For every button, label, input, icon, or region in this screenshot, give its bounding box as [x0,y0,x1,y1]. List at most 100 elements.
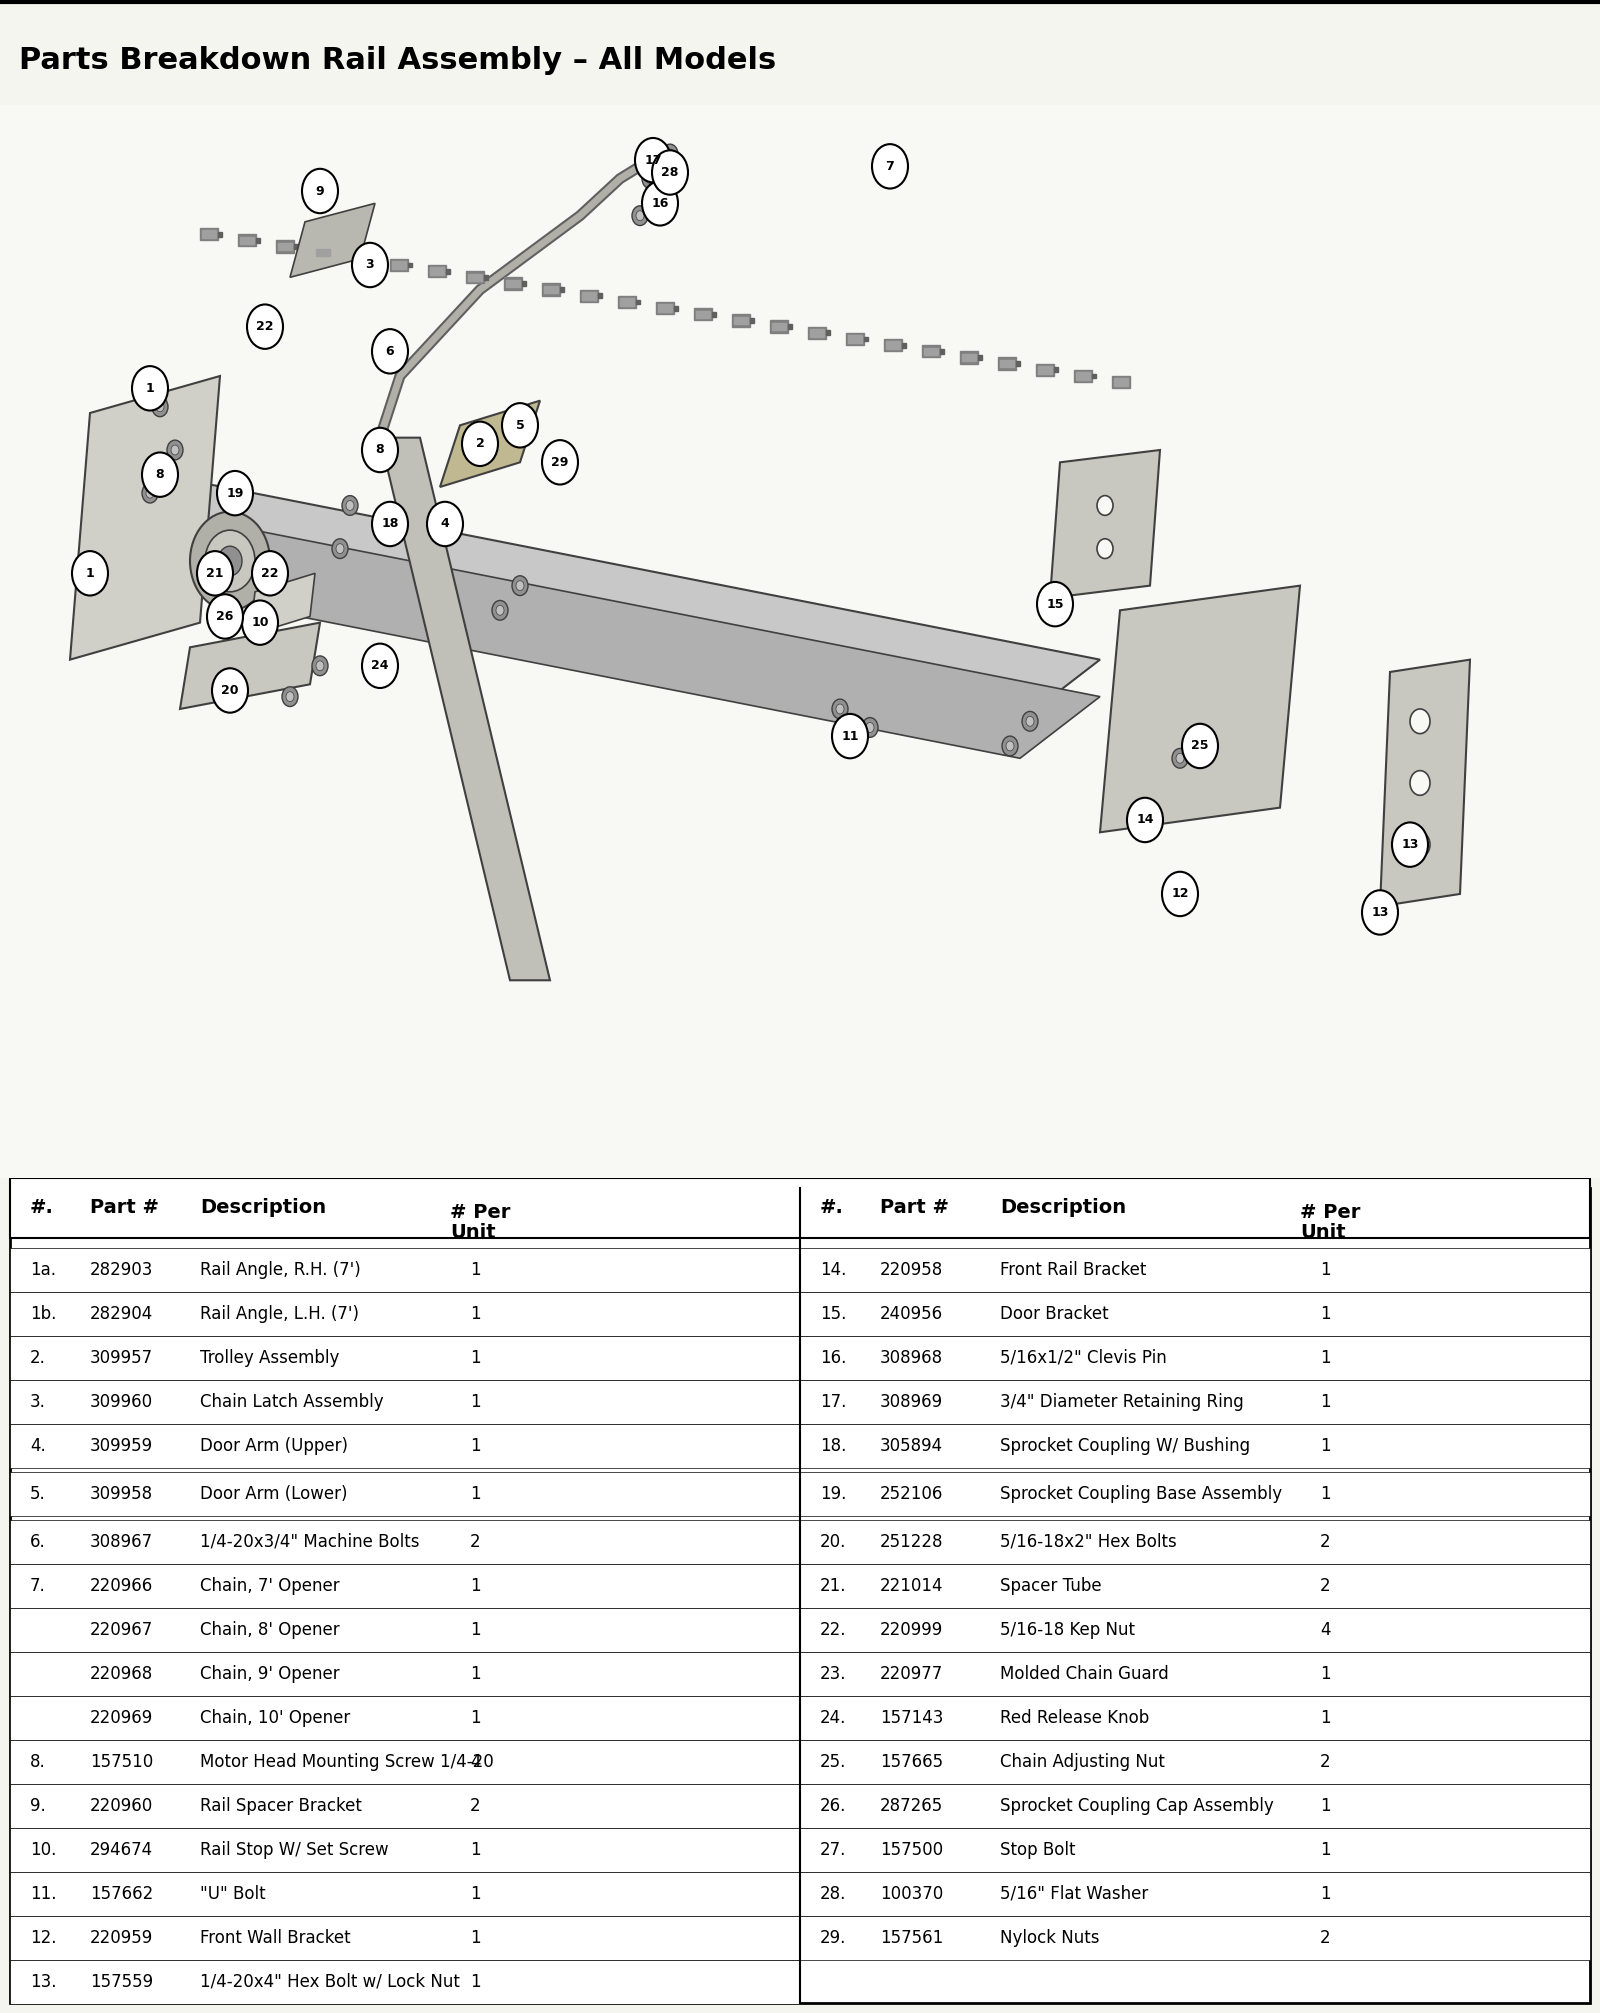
Bar [800,1292,1590,1337]
Bar [544,286,558,294]
Text: 22.: 22. [819,1620,846,1639]
Text: Motor Head Mounting Screw 1/4-20: Motor Head Mounting Screw 1/4-20 [200,1753,494,1771]
Bar [1016,360,1021,366]
Bar [277,240,294,254]
Bar [750,318,754,322]
Text: Chain, 7' Opener: Chain, 7' Opener [200,1576,339,1594]
Circle shape [312,656,328,676]
Circle shape [832,699,848,719]
Text: 1: 1 [470,1349,480,1367]
Circle shape [206,594,243,638]
Text: 2: 2 [475,437,485,451]
Bar [408,262,413,268]
Text: 6.: 6. [30,1532,46,1550]
Circle shape [1197,729,1205,739]
Text: 308969: 308969 [880,1393,942,1411]
Polygon shape [381,437,550,980]
Bar [10,1916,800,1961]
Bar [10,1178,1590,1238]
Text: 12.: 12. [30,1928,56,1947]
Bar [733,314,750,326]
Circle shape [502,403,538,447]
Bar [10,1739,800,1784]
Polygon shape [70,376,221,660]
Text: 20: 20 [221,684,238,696]
Bar [800,1872,1590,1916]
Circle shape [317,660,323,670]
Circle shape [197,552,234,596]
Bar [800,1564,1590,1608]
Text: 5/16x1/2" Clevis Pin: 5/16x1/2" Clevis Pin [1000,1349,1166,1367]
Circle shape [142,483,158,503]
Text: 220977: 220977 [880,1665,944,1683]
Text: 29: 29 [552,455,568,469]
Text: 1: 1 [1320,1437,1331,1455]
Text: Door Arm (Lower): Door Arm (Lower) [200,1486,347,1504]
Bar [202,229,216,238]
Bar [770,320,787,332]
Text: 16: 16 [651,197,669,209]
Circle shape [1362,890,1398,934]
Bar [960,352,978,364]
Bar [978,354,982,360]
Text: Part #: Part # [880,1198,949,1218]
Text: 1: 1 [470,1576,480,1594]
Circle shape [242,600,278,644]
Text: 252106: 252106 [880,1486,944,1504]
Text: Rail Angle, L.H. (7'): Rail Angle, L.H. (7') [200,1304,358,1323]
Circle shape [333,539,349,558]
Text: Parts Breakdown Rail Assembly – All Models: Parts Breakdown Rail Assembly – All Mode… [19,46,776,74]
Text: # Per: # Per [450,1202,510,1222]
Text: 157559: 157559 [90,1973,154,1991]
Text: 27.: 27. [819,1842,846,1858]
Circle shape [1098,495,1114,515]
Circle shape [352,244,387,288]
Bar [429,266,446,278]
Circle shape [1002,737,1018,755]
Text: 11.: 11. [30,1884,56,1902]
Text: 23.: 23. [819,1665,846,1683]
Polygon shape [440,401,541,487]
Text: 5/16-18 Kep Nut: 5/16-18 Kep Nut [1000,1620,1134,1639]
Circle shape [342,495,358,515]
Bar [10,1379,800,1423]
Text: 24.: 24. [819,1709,846,1727]
Text: 1: 1 [146,382,154,395]
Text: 1a.: 1a. [30,1260,56,1278]
Text: Chain, 8' Opener: Chain, 8' Opener [200,1620,339,1639]
Circle shape [872,145,909,189]
Text: 305894: 305894 [880,1437,942,1455]
Circle shape [637,211,643,221]
Bar [314,246,333,260]
Text: 309958: 309958 [90,1486,154,1504]
Text: 8: 8 [376,443,384,457]
Text: 4: 4 [470,1753,480,1771]
Polygon shape [179,622,320,709]
Circle shape [171,445,179,455]
Circle shape [190,511,270,610]
Text: 1: 1 [1320,1349,1331,1367]
Text: 28: 28 [661,165,678,179]
Circle shape [1037,582,1074,626]
Bar [256,238,259,244]
Bar [846,332,864,344]
Text: 2: 2 [1320,1928,1331,1947]
Bar [542,284,560,296]
Text: 1: 1 [470,1260,480,1278]
Text: Trolley Assembly: Trolley Assembly [200,1349,339,1367]
Text: 9: 9 [315,185,325,197]
Circle shape [371,330,408,374]
Bar [240,238,254,244]
Bar [522,282,526,286]
Text: Rail Angle, R.H. (7'): Rail Angle, R.H. (7') [200,1260,360,1278]
Circle shape [157,403,165,413]
Text: 100370: 100370 [880,1884,944,1902]
Text: 2: 2 [1320,1576,1331,1594]
Circle shape [72,552,109,596]
Text: Sprocket Coupling W/ Bushing: Sprocket Coupling W/ Bushing [1000,1437,1250,1455]
Text: 282904: 282904 [90,1304,154,1323]
Text: 4: 4 [440,517,450,531]
Bar [1054,366,1058,372]
Text: 25.: 25. [819,1753,846,1771]
Text: 2: 2 [470,1798,480,1816]
